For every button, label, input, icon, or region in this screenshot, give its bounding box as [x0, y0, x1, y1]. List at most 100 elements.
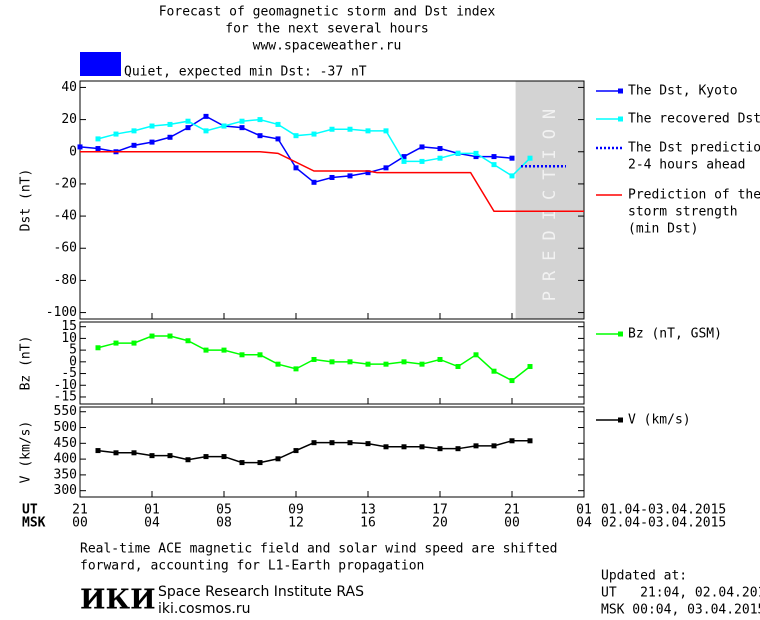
legend-label: 2-4 hours ahead — [628, 158, 745, 173]
y-tick-label: -10 — [54, 378, 77, 393]
data-point — [509, 438, 515, 444]
data-point — [329, 359, 335, 365]
data-point — [383, 128, 389, 134]
x-tick-label: 01 — [576, 503, 592, 518]
plot-frame — [79, 80, 585, 320]
data-point — [491, 443, 497, 449]
x-tick-label: 13 — [360, 503, 376, 518]
data-point — [383, 444, 389, 450]
data-point — [527, 438, 533, 444]
data-point — [365, 441, 371, 447]
data-point — [419, 158, 425, 164]
y-tick-label: -20 — [54, 176, 77, 191]
data-point — [185, 118, 191, 124]
data-point — [311, 131, 317, 137]
data-point — [167, 453, 173, 459]
data-point — [167, 134, 173, 140]
data-point — [455, 446, 461, 452]
data-point — [401, 154, 407, 160]
y-tick-label: 500 — [54, 420, 77, 435]
data-point — [149, 123, 155, 129]
y-tick-label: 300 — [54, 483, 77, 498]
y-tick-label: -5 — [61, 366, 77, 381]
data-point — [221, 454, 227, 460]
y-axis-label: Dst (nT) — [19, 169, 34, 232]
data-point — [365, 128, 371, 134]
x-tick-label-msk: 16 — [360, 516, 376, 531]
data-point — [347, 440, 353, 446]
data-point — [455, 150, 461, 156]
data-point — [167, 333, 173, 339]
plot-frame — [79, 321, 585, 405]
data-point — [509, 155, 515, 161]
y-tick-label: 450 — [54, 436, 77, 451]
y-tick-label: -15 — [54, 389, 77, 404]
data-point — [221, 123, 227, 129]
data-point — [455, 364, 461, 370]
y-axis-label: Bz (nT) — [19, 336, 34, 391]
data-point — [293, 133, 299, 139]
date-range: 01.04-03.04.2015 — [601, 503, 726, 518]
x-tick-label: 05 — [216, 503, 232, 518]
data-point — [329, 440, 335, 446]
data-point — [293, 366, 299, 372]
data-point — [275, 456, 281, 462]
data-point — [383, 165, 389, 171]
data-point — [473, 443, 479, 449]
legend-label: The recovered Dst — [628, 112, 760, 127]
x-tick-label-msk: 00 — [504, 516, 520, 531]
legend-marker — [618, 88, 623, 94]
y-tick-label: 350 — [54, 467, 77, 482]
data-point — [275, 361, 281, 367]
data-point — [311, 356, 317, 362]
data-point — [419, 361, 425, 367]
legend-label: storm strength — [628, 205, 738, 220]
x-tick-label: 01 — [144, 503, 160, 518]
data-point — [329, 126, 335, 132]
y-tick-label: 0 — [69, 354, 77, 369]
x-tick-label-msk: 12 — [288, 516, 304, 531]
institute: Space Research Institute RAS — [158, 584, 364, 600]
legend-label: Bz (nT, GSM) — [628, 327, 722, 342]
data-point — [527, 155, 533, 161]
updated: Updated at: — [601, 569, 687, 584]
data-point — [221, 347, 227, 353]
data-point — [95, 448, 101, 454]
legend-marker — [618, 417, 623, 423]
y-tick-label: 5 — [69, 343, 77, 358]
data-point — [203, 128, 209, 134]
data-point — [203, 113, 209, 119]
legend-marker — [618, 116, 623, 122]
data-point — [239, 118, 245, 124]
data-point — [149, 333, 155, 339]
data-point — [113, 340, 119, 346]
data-point — [311, 440, 317, 446]
legend-label: The Dst, Kyoto — [628, 84, 738, 99]
plot-frame — [79, 406, 585, 498]
data-point — [383, 361, 389, 367]
data-point — [95, 345, 101, 351]
data-point — [239, 125, 245, 131]
status-swatch — [80, 52, 121, 76]
data-point — [95, 136, 101, 142]
note: Real-time ACE magnetic field and solar w… — [80, 542, 557, 557]
data-point — [185, 338, 191, 344]
y-tick-label: -100 — [46, 305, 77, 320]
data-point — [473, 352, 479, 358]
x-tick-label: 21 — [72, 503, 88, 518]
data-point — [509, 173, 515, 179]
data-point — [203, 454, 209, 460]
prediction-zone — [515, 81, 584, 319]
data-point — [131, 340, 137, 346]
y-tick-label: 10 — [61, 331, 77, 346]
data-point — [167, 121, 173, 127]
subtitle: for the next several hours — [225, 22, 429, 37]
data-point — [275, 136, 281, 142]
y-tick-label: 40 — [61, 80, 77, 95]
x-tick-label: 17 — [432, 503, 448, 518]
data-point — [185, 125, 191, 131]
y-tick-label: 400 — [54, 452, 77, 467]
updated: MSK 00:04, 03.04.2015 — [601, 603, 760, 618]
x-tick-label-msk: 20 — [432, 516, 448, 531]
data-point — [401, 158, 407, 164]
